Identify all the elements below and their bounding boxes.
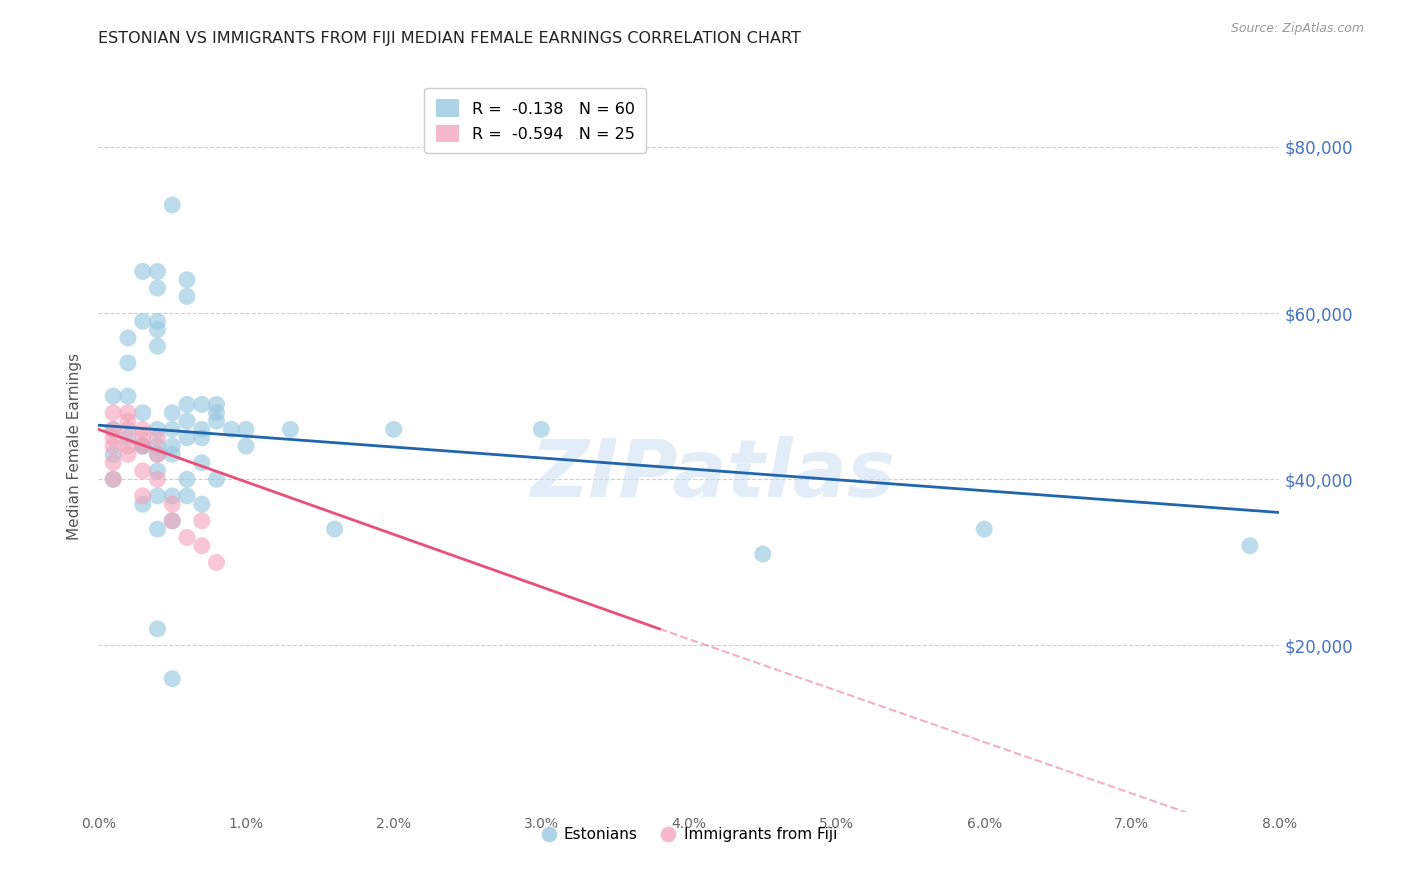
Point <box>132 264 155 278</box>
Text: ZIPatlas: ZIPatlas <box>530 436 896 515</box>
Point <box>132 497 155 511</box>
Point <box>146 464 169 478</box>
Point <box>103 472 125 486</box>
Legend: Estonians, Immigrants from Fiji: Estonians, Immigrants from Fiji <box>534 821 844 848</box>
Point <box>146 489 169 503</box>
Text: Source: ZipAtlas.com: Source: ZipAtlas.com <box>1230 22 1364 36</box>
Point <box>235 439 257 453</box>
Point <box>103 422 125 436</box>
Point <box>176 289 198 303</box>
Point <box>117 447 139 461</box>
Point <box>117 406 139 420</box>
Point <box>280 422 302 436</box>
Point <box>162 406 183 420</box>
Point <box>117 439 139 453</box>
Point <box>132 431 155 445</box>
Point <box>323 522 346 536</box>
Point <box>176 489 198 503</box>
Point <box>117 414 139 428</box>
Point <box>191 422 214 436</box>
Point <box>146 439 169 453</box>
Point <box>146 339 169 353</box>
Point <box>132 422 155 436</box>
Point <box>191 539 214 553</box>
Point <box>146 522 169 536</box>
Point <box>176 273 198 287</box>
Point <box>176 414 198 428</box>
Point <box>146 447 169 461</box>
Point <box>162 672 183 686</box>
Point <box>221 422 243 436</box>
Point <box>117 431 139 445</box>
Point <box>191 497 214 511</box>
Point <box>132 464 155 478</box>
Point <box>117 331 139 345</box>
Point <box>176 431 198 445</box>
Point <box>117 422 139 436</box>
Point <box>146 622 169 636</box>
Point <box>162 514 183 528</box>
Point <box>205 555 228 569</box>
Point <box>146 314 169 328</box>
Point <box>132 314 155 328</box>
Point <box>103 422 125 436</box>
Point <box>176 530 198 544</box>
Point <box>146 431 169 445</box>
Point <box>103 431 125 445</box>
Point <box>103 447 125 461</box>
Point <box>162 198 183 212</box>
Point <box>191 514 214 528</box>
Point <box>1239 539 1261 553</box>
Point <box>132 406 155 420</box>
Point <box>146 472 169 486</box>
Point <box>146 323 169 337</box>
Point <box>205 414 228 428</box>
Point <box>752 547 775 561</box>
Point <box>191 431 214 445</box>
Point <box>205 397 228 411</box>
Point <box>162 489 183 503</box>
Point <box>103 472 125 486</box>
Point <box>103 389 125 403</box>
Point <box>176 472 198 486</box>
Point <box>205 406 228 420</box>
Point <box>973 522 995 536</box>
Point <box>132 439 155 453</box>
Point <box>162 439 183 453</box>
Point <box>191 456 214 470</box>
Point <box>530 422 553 436</box>
Point <box>162 514 183 528</box>
Point <box>176 397 198 411</box>
Y-axis label: Median Female Earnings: Median Female Earnings <box>67 352 83 540</box>
Point <box>132 489 155 503</box>
Point <box>162 422 183 436</box>
Point <box>117 356 139 370</box>
Point <box>146 281 169 295</box>
Point <box>146 447 169 461</box>
Point <box>146 264 169 278</box>
Point <box>103 406 125 420</box>
Text: ESTONIAN VS IMMIGRANTS FROM FIJI MEDIAN FEMALE EARNINGS CORRELATION CHART: ESTONIAN VS IMMIGRANTS FROM FIJI MEDIAN … <box>98 31 801 46</box>
Point <box>132 439 155 453</box>
Point <box>117 389 139 403</box>
Point <box>205 472 228 486</box>
Point <box>235 422 257 436</box>
Point <box>132 439 155 453</box>
Point <box>162 497 183 511</box>
Point <box>382 422 405 436</box>
Point <box>146 422 169 436</box>
Point <box>103 456 125 470</box>
Point <box>162 447 183 461</box>
Point <box>103 439 125 453</box>
Point <box>191 397 214 411</box>
